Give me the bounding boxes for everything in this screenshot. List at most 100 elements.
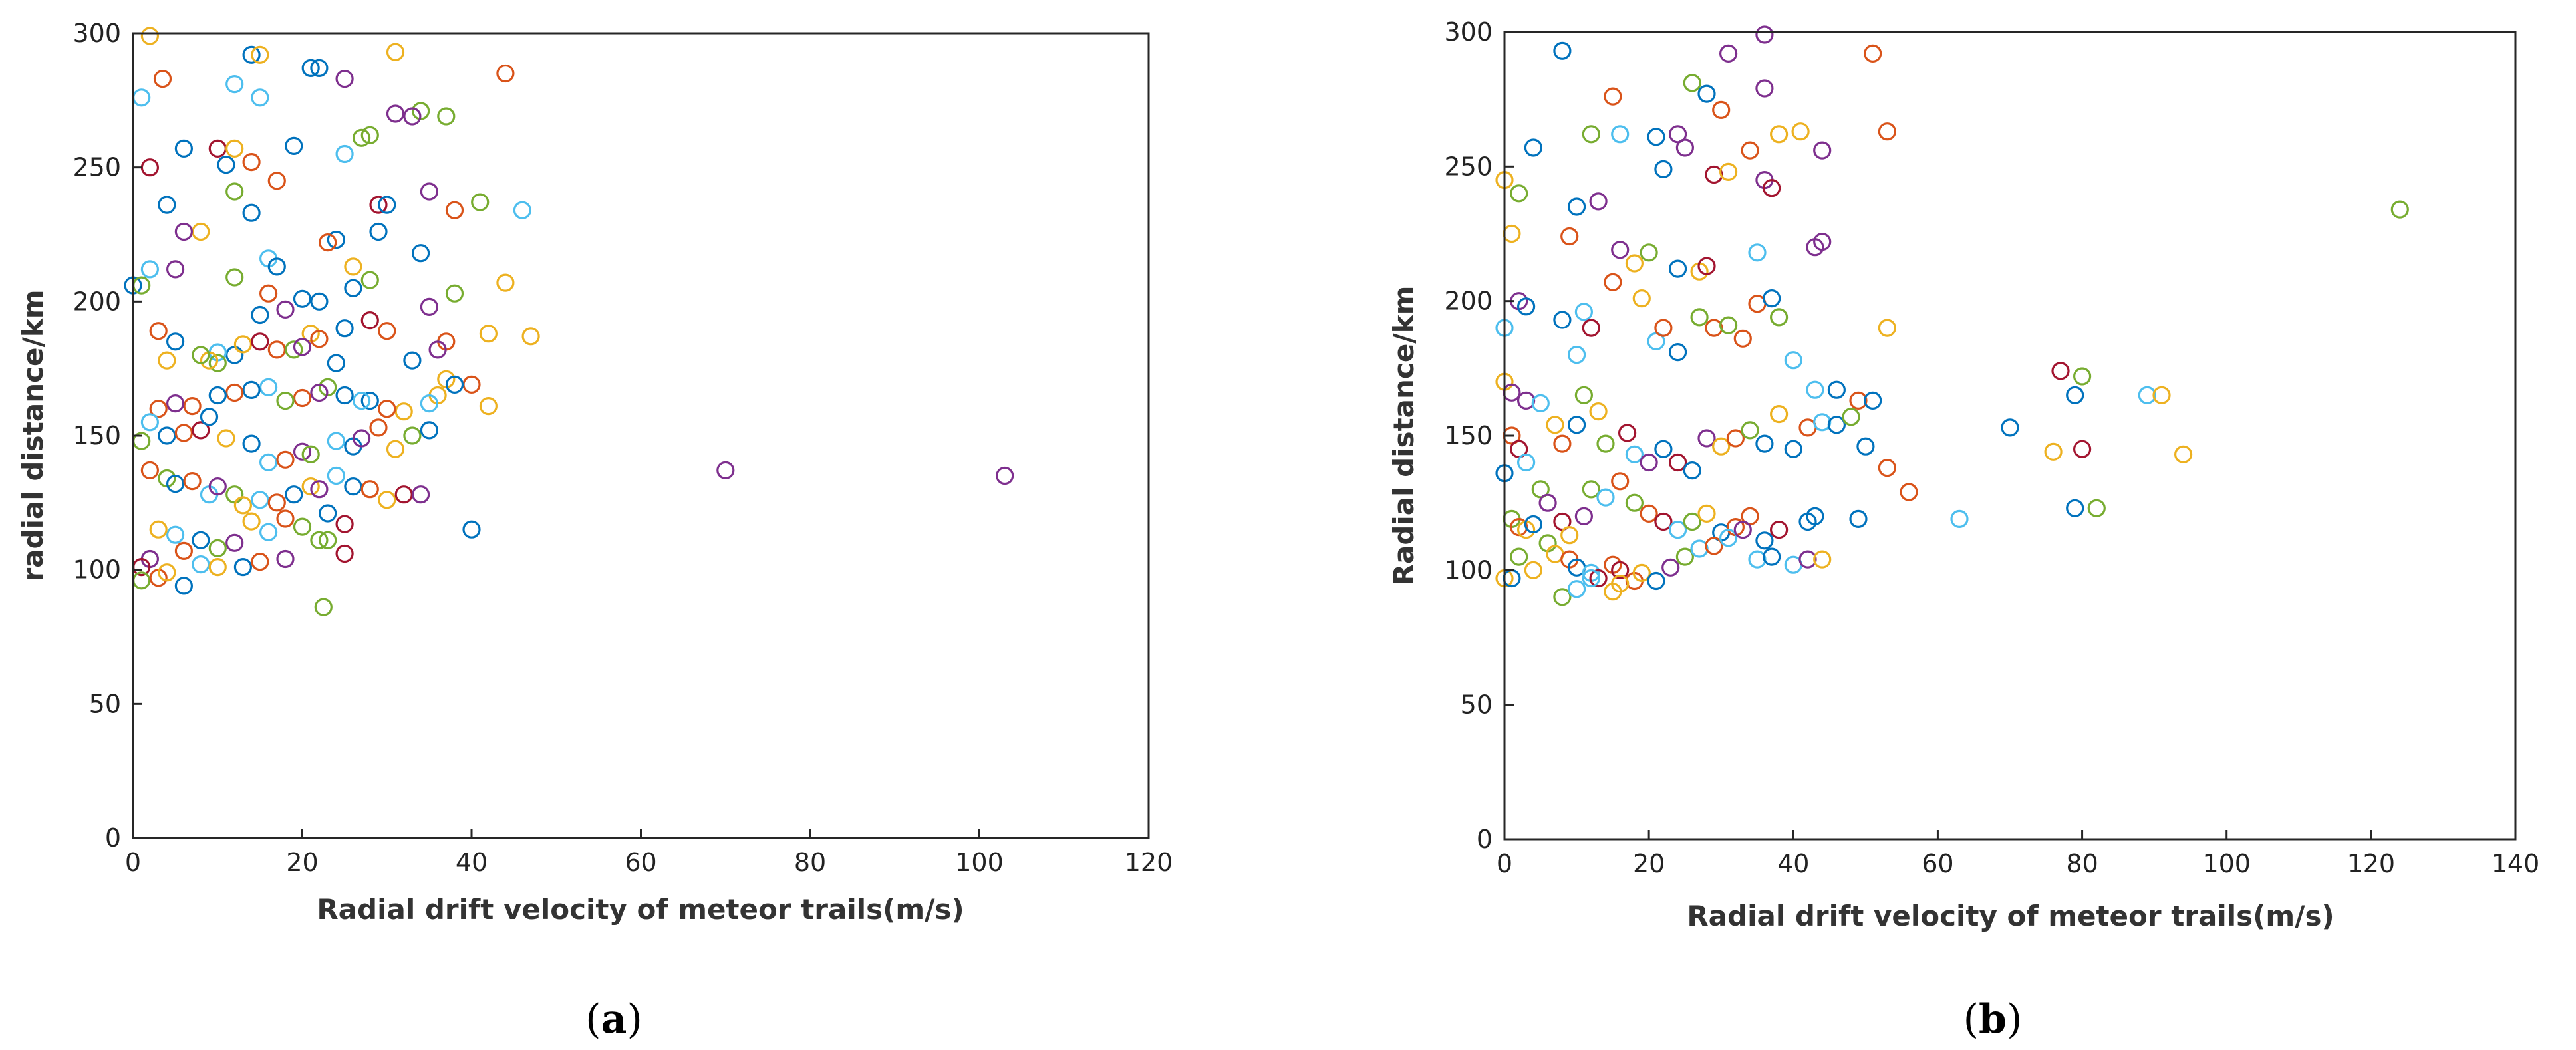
panel-a-point xyxy=(378,322,396,340)
panel-b-point xyxy=(1582,319,1600,337)
panel-b-x-tick-label: 40 xyxy=(1777,849,1809,878)
panel-a-point xyxy=(319,504,337,523)
panel-b-point xyxy=(1647,128,1665,146)
panel-a-point xyxy=(158,196,176,214)
panel-a-point xyxy=(293,338,312,356)
panel-a-point xyxy=(149,520,168,539)
panel-b-point xyxy=(1878,319,1896,337)
panel-b-point xyxy=(1719,529,1738,547)
panel-b-point xyxy=(1683,461,1701,480)
panel-b-point xyxy=(1813,141,1832,160)
panel-a-point xyxy=(276,549,295,569)
panel-b-point xyxy=(1625,493,1644,512)
panel-a-point xyxy=(420,394,439,413)
panel-a-point xyxy=(360,271,379,289)
panel-a-caption-letter: a xyxy=(601,996,627,1043)
panel-a-x-axis-title: Radial drift velocity of meteor trails(m… xyxy=(317,893,964,926)
panel-a-point xyxy=(192,346,210,364)
panel-a-point xyxy=(225,268,244,287)
panel-a-point xyxy=(319,531,337,549)
panel-a-point xyxy=(369,222,388,241)
panel-a-point xyxy=(293,388,312,408)
panel-a-y-tick-label: 200 xyxy=(72,287,121,316)
panel-a-point xyxy=(327,466,345,485)
panel-b-y-tick-label: 250 xyxy=(1444,152,1493,181)
panel-a-point xyxy=(285,485,303,504)
panel-a-point xyxy=(251,491,269,509)
panel-b-point xyxy=(1654,160,1673,178)
panel-b-point xyxy=(1900,483,1918,501)
panel-b-point xyxy=(1806,507,1824,526)
panel-b-point xyxy=(1675,547,1694,566)
panel-b-point xyxy=(2044,442,2063,461)
panel-b-x-tick-label: 80 xyxy=(2066,849,2098,878)
panel-a-point xyxy=(716,461,735,480)
panel-b-point xyxy=(1589,402,1608,421)
panel-a-point xyxy=(327,354,345,372)
panel-b-point xyxy=(1770,520,1789,539)
panel-b-point xyxy=(1611,561,1630,579)
panel-a-x-tick-label: 80 xyxy=(794,848,826,877)
panel-a-point xyxy=(166,394,185,413)
panel-a-point xyxy=(293,517,312,536)
panel-a-point xyxy=(259,453,278,471)
panel-b-point xyxy=(1596,434,1615,453)
panel-a-point xyxy=(411,244,430,263)
panel-b-point xyxy=(1950,509,1969,529)
panel-b-point xyxy=(1849,509,1868,529)
panel-a-point xyxy=(301,445,320,463)
panel-b-point xyxy=(1625,254,1644,273)
panel-b-point xyxy=(1574,303,1593,321)
panel-a-point xyxy=(479,325,498,343)
panel-b-marks xyxy=(1495,25,2409,606)
panel-b-point xyxy=(1719,44,1738,63)
panel-b-point xyxy=(1763,289,1781,308)
panel-a-point xyxy=(267,172,286,190)
panel-a-point xyxy=(259,378,278,397)
panel-b-point xyxy=(1755,79,1774,98)
panel-a-point xyxy=(251,45,269,64)
panel-b-point xyxy=(1755,531,1774,550)
panel-a-point xyxy=(293,442,312,461)
panel-b-point xyxy=(1827,416,1846,434)
panel-b-point xyxy=(1726,429,1745,448)
panel-b-point xyxy=(1611,125,1630,144)
panel-b-y-tick-label: 100 xyxy=(1444,555,1493,585)
panel-b-point xyxy=(1640,243,1658,262)
panel-b-x-tick-label: 60 xyxy=(1922,849,1953,878)
panel-a-x-tick-label: 120 xyxy=(1125,848,1173,877)
panel-a-point xyxy=(276,300,295,319)
panel-b-point xyxy=(1675,138,1694,157)
panel-a-x-tick-label: 0 xyxy=(125,848,141,877)
panel-a-point xyxy=(158,563,176,582)
panel-b-point xyxy=(1661,558,1680,577)
panel-a-point xyxy=(225,74,244,94)
panel-a-caption-open: ( xyxy=(585,996,601,1043)
panel-b-point xyxy=(2051,362,2070,380)
panel-b-point xyxy=(1582,569,1600,588)
panel-a-point xyxy=(166,260,185,279)
panel-b-point xyxy=(1589,192,1608,211)
panel-a-point xyxy=(386,43,405,61)
panel-a-x-tick-label: 60 xyxy=(625,848,656,877)
panel-a-y-tick-label: 250 xyxy=(72,153,121,182)
panel-b-y-ticks: 0 50 100 150 200 250 300 xyxy=(1444,17,1514,854)
panel-a-point xyxy=(445,284,464,303)
panel-a-point xyxy=(192,531,210,549)
panel-b-point xyxy=(1733,329,1752,348)
panel-a-point xyxy=(153,69,172,88)
panel-a-point xyxy=(192,421,210,440)
panel-b-point xyxy=(1856,437,1875,456)
panel-b-point xyxy=(1604,273,1622,291)
panel-a-point xyxy=(335,319,354,338)
panel-a-point xyxy=(403,426,422,445)
panel-b-point xyxy=(1546,416,1564,434)
panel-a-x-tick-label: 20 xyxy=(286,848,318,877)
panel-a-point xyxy=(217,156,235,174)
panel-b-point xyxy=(1553,41,1572,60)
panel-b-point xyxy=(1582,125,1600,144)
panel-a-point xyxy=(233,496,252,515)
panel-b: 0 20 40 60 80 100 120 140 0 50 100 150 200 250 300 Ra… xyxy=(1387,17,2539,1043)
panel-b-point xyxy=(1697,84,1716,103)
panel-b-point xyxy=(1647,571,1665,591)
